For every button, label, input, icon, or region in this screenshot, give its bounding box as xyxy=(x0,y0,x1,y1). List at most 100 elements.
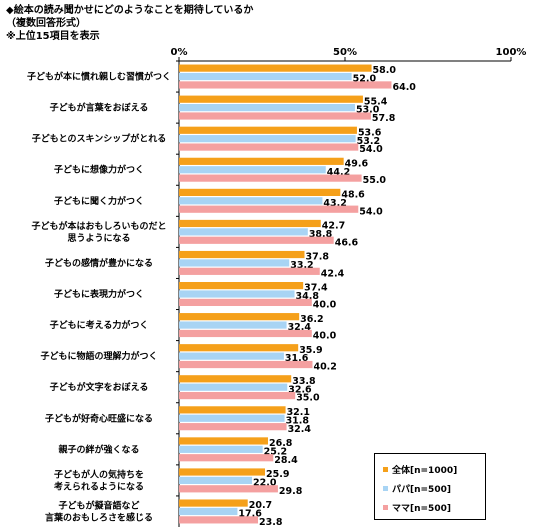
bar xyxy=(179,414,285,422)
legend-label-papa: パパ[n=500] xyxy=(392,485,451,495)
category-label: 子どもが本はおもしろいものだと xyxy=(31,220,166,232)
value-label: 35.0 xyxy=(296,393,320,404)
bar xyxy=(179,95,363,103)
bar xyxy=(179,81,392,89)
legend-swatch-papa xyxy=(383,486,388,491)
chart-title: ◆絵本の読み聞かせにどのようなことを期待しているか xyxy=(6,5,254,16)
category-label: 子どもが好奇心旺盛になる xyxy=(45,412,153,424)
value-label: 40.0 xyxy=(313,331,337,342)
bar xyxy=(179,406,286,414)
value-label: 33.8 xyxy=(292,376,316,387)
value-label: 57.8 xyxy=(372,113,396,124)
category-label: 子どもが文字をおぼえる xyxy=(50,381,149,393)
value-label: 35.9 xyxy=(299,345,322,356)
bar xyxy=(179,236,334,244)
value-label: 54.0 xyxy=(359,206,383,217)
value-label: 32.6 xyxy=(288,384,312,395)
bar xyxy=(179,445,263,453)
chart-header: ◆絵本の読み聞かせにどのようなことを期待しているか （複数回答形式） ※上位15… xyxy=(6,4,253,43)
bar xyxy=(179,267,320,275)
category-label: 子どもが擬音語など xyxy=(58,499,139,511)
value-label: 44.2 xyxy=(327,167,350,178)
value-label: 53.0 xyxy=(356,105,380,116)
value-label: 31.6 xyxy=(285,353,309,364)
legend-label-all: 全体[n=1000] xyxy=(392,466,458,476)
chart-subtitle: （複数回答形式） xyxy=(6,18,86,29)
bar xyxy=(179,112,371,120)
bar xyxy=(179,437,268,445)
value-label: 29.8 xyxy=(279,486,303,497)
category-label: 子どもに考える力がつく xyxy=(50,319,149,331)
legend: 全体[n=1000] パパ[n=500] ママ[n=500] xyxy=(374,453,486,520)
category-label: 子どもが本に慣れ親しむ習慣がつく xyxy=(27,71,171,83)
bar xyxy=(179,499,248,507)
value-label: 28.4 xyxy=(274,455,298,466)
bar xyxy=(179,157,344,165)
bar xyxy=(179,143,359,151)
category-label: 子どもに物語の理解力がつく xyxy=(40,350,157,362)
bar xyxy=(179,344,299,352)
bar xyxy=(179,64,372,72)
category-label: 思うようになる xyxy=(67,233,130,244)
bar xyxy=(179,507,238,516)
value-label: 17.6 xyxy=(238,509,262,520)
value-label: 42.7 xyxy=(322,221,345,232)
legend-item-mama: ママ[n=500] xyxy=(383,498,485,517)
bar xyxy=(179,392,296,400)
value-label: 23.8 xyxy=(259,517,283,528)
category-label: 子どもが人の気持ちを xyxy=(54,468,144,480)
bar xyxy=(179,383,288,391)
bar xyxy=(179,454,274,462)
value-label: 37.8 xyxy=(305,252,329,263)
bar xyxy=(179,205,359,213)
category-label: 子どもが言葉をおぼえる xyxy=(50,102,149,114)
bar xyxy=(179,174,362,182)
bar xyxy=(179,104,355,112)
bar xyxy=(179,197,323,205)
bar xyxy=(179,282,304,290)
bar xyxy=(179,516,259,524)
value-label: 42.4 xyxy=(321,268,345,279)
value-label: 32.4 xyxy=(288,424,312,435)
value-label: 38.8 xyxy=(309,229,333,240)
value-label: 31.8 xyxy=(286,415,310,426)
value-label: 32.1 xyxy=(287,407,310,418)
category-label: 言葉のおもしろさを感じる xyxy=(45,511,153,523)
value-label: 34.8 xyxy=(296,291,320,302)
value-label: 53.2 xyxy=(357,136,380,147)
category-label: 子どもに聞く力がつく xyxy=(54,195,144,207)
value-label: 40.0 xyxy=(313,300,337,311)
value-label: 20.7 xyxy=(249,500,272,511)
x-tick-label: 0% xyxy=(171,47,188,58)
bar xyxy=(179,352,284,360)
value-label: 32.4 xyxy=(288,322,312,333)
bar xyxy=(179,250,305,259)
legend-item-papa: パパ[n=500] xyxy=(383,479,485,498)
bar xyxy=(179,423,287,431)
bar xyxy=(179,329,312,338)
value-label: 46.6 xyxy=(335,237,359,248)
chart-note: ※上位15項目を表示 xyxy=(6,31,100,42)
value-label: 43.2 xyxy=(323,198,346,209)
value-label: 22.0 xyxy=(253,478,277,489)
value-label: 36.2 xyxy=(300,314,323,325)
x-tick-label: 100% xyxy=(496,47,527,58)
value-label: 52.0 xyxy=(353,74,377,85)
value-label: 54.0 xyxy=(359,144,383,155)
bar xyxy=(179,476,253,484)
category-label: 子どもに想像力がつく xyxy=(54,164,144,176)
value-label: 53.6 xyxy=(358,127,382,138)
bar xyxy=(179,72,352,81)
value-label: 55.0 xyxy=(363,175,387,186)
value-label: 49.6 xyxy=(345,158,369,169)
legend-swatch-all xyxy=(383,467,388,472)
bar xyxy=(179,298,312,306)
bar xyxy=(179,188,341,196)
bar xyxy=(179,360,313,369)
legend-swatch-mama xyxy=(383,505,388,510)
value-label: 64.0 xyxy=(392,82,416,93)
value-label: 37.4 xyxy=(304,283,328,294)
bar xyxy=(179,166,326,174)
bar xyxy=(179,485,278,493)
